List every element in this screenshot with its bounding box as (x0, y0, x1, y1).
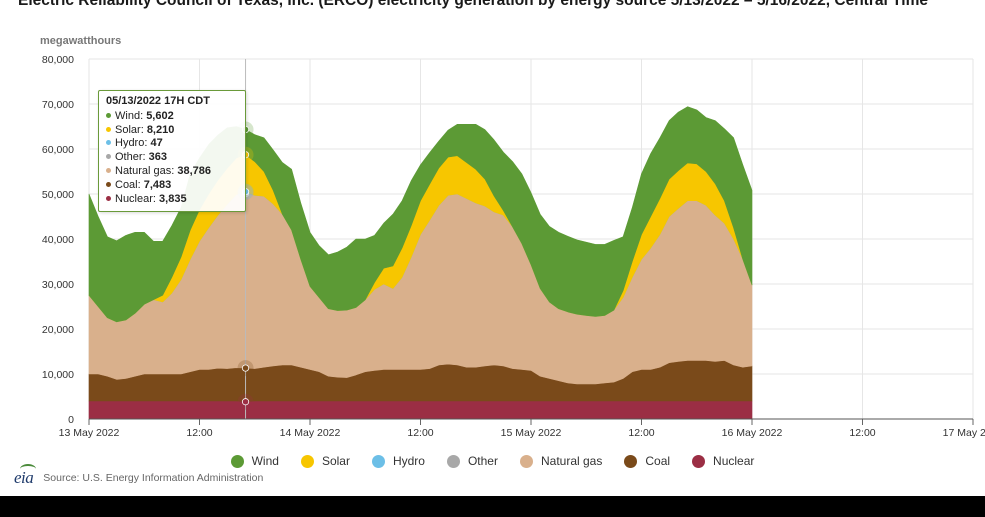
legend-item-solar[interactable]: Solar (300, 452, 350, 470)
tooltip-row-wind: Wind: 5,602 (106, 110, 238, 124)
tooltip-dot (106, 167, 111, 173)
tooltip-label: Hydro (115, 137, 145, 150)
legend-item-hydro[interactable]: Hydro (371, 452, 425, 470)
tooltip-value: 47 (150, 137, 163, 150)
tooltip-label: Nuclear (115, 192, 153, 205)
legend-label: Other (467, 454, 498, 468)
bottom-bar (0, 496, 985, 517)
tooltip-header: 05/13/2022 17H CDT (106, 95, 210, 107)
tooltip-value: 3,835 (159, 192, 187, 205)
tooltip-dot (106, 126, 111, 132)
tooltip-dot (106, 181, 111, 187)
tooltip-row-coal: Coal: 7,483 (106, 179, 238, 193)
legend-label: Coal (645, 454, 671, 468)
chart-tooltip: 05/13/2022 17H CDT Wind: 5,602 Solar: 8,2… (98, 90, 246, 213)
hover-marker-coal (241, 364, 250, 372)
x-tick-label: 12:00 (628, 427, 654, 439)
y-tick-label: 10,000 (42, 369, 74, 381)
legend-item-wind[interactable]: Wind (230, 452, 279, 470)
y-tick-label: 0 (68, 414, 74, 426)
tooltip-label: Solar (115, 123, 141, 136)
tooltip-row-solar: Solar: 8,210 (106, 124, 238, 138)
y-tick-label: 20,000 (42, 324, 74, 336)
legend-swatch (446, 454, 460, 468)
eia-logo[interactable]: eia (14, 464, 36, 488)
x-tick-label: 14 May 2022 (280, 427, 341, 439)
legend-label: Solar (321, 454, 350, 468)
x-tick-label: 12:00 (407, 427, 433, 439)
tooltip-value: 363 (148, 151, 167, 164)
y-tick-label: 60,000 (42, 144, 74, 156)
series-area-wind[interactable] (88, 106, 753, 323)
y-tick-label: 70,000 (42, 99, 74, 111)
legend-swatch (692, 454, 706, 468)
x-tick-label: 16 May 2022 (722, 427, 783, 439)
legend-swatch (519, 454, 533, 468)
tooltip-value: 8,210 (146, 123, 175, 136)
tooltip-label: Coal (115, 178, 138, 191)
tooltip-value: 5,602 (146, 109, 174, 122)
y-tick-label: 40,000 (42, 234, 74, 246)
tooltip-dot (106, 140, 111, 146)
legend-label: Nuclear (713, 454, 755, 468)
legend-item-other[interactable]: Other (446, 452, 498, 470)
legend-swatch (371, 454, 385, 468)
y-axis-unit-label: megawatthours (40, 35, 122, 47)
source-text: Source: U.S. Energy Information Administ… (43, 472, 264, 484)
tooltip-rows: Wind: 5,602 Solar: 8,210 Hydro: 47 Other: 3… (106, 110, 238, 207)
y-tick-label: 80,000 (42, 54, 74, 66)
tooltip-label: Other (115, 151, 143, 164)
axes: 0 10,000 20,000 30,000 40,000 50,000 60,000 70,… (42, 54, 985, 439)
x-tick-label: 12:00 (186, 427, 212, 439)
chart-title: Electric Reliability Council of Texas, I… (18, 0, 928, 9)
legend-label: Wind (251, 454, 279, 468)
legend-swatch (230, 454, 244, 468)
y-tick-label: 30,000 (42, 279, 74, 291)
x-tick-label: 13 May 2022 (59, 427, 120, 439)
chart-area[interactable]: 0 10,000 20,000 30,000 40,000 50,000 60,000 70,… (0, 0, 985, 450)
tooltip-value: 38,786 (177, 164, 212, 177)
hover-marker-nuclear (241, 398, 250, 406)
x-tick-label: 15 May 2022 (501, 427, 562, 439)
legend-item-natural-gas[interactable]: Natural gas (519, 452, 603, 470)
tooltip-row-natural-gas: Natural gas: 38,786 (106, 165, 238, 179)
legend-item-coal[interactable]: Coal (624, 452, 670, 470)
legend-label: Hydro (392, 454, 425, 468)
tooltip-label: Natural gas (115, 164, 172, 177)
legend-item-nuclear[interactable]: Nuclear (692, 452, 754, 470)
tooltip-row-hydro: Hydro: 47 (106, 137, 238, 151)
tooltip-row-other: Other: 363 (106, 151, 238, 165)
x-tick-label: 17 May 2022 (943, 427, 985, 439)
chart-legend: Wind Solar Hydro Other Natural gas Coal Nuclea… (0, 452, 985, 470)
x-tick-label: 12:00 (849, 427, 875, 439)
y-tick-label: 50,000 (42, 189, 74, 201)
tooltip-row-nuclear: Nuclear: 3,835 (106, 193, 238, 207)
series-areas[interactable] (88, 106, 753, 420)
tooltip-label: Wind (115, 109, 141, 122)
tooltip-dot (106, 112, 111, 118)
legend-swatch (624, 454, 638, 468)
tooltip-value: 7,483 (143, 178, 172, 191)
series-area-nuclear[interactable] (88, 400, 753, 420)
tooltip-dot (106, 154, 111, 160)
tooltip-dot (106, 195, 111, 201)
legend-label: Natural gas (540, 454, 603, 468)
source-footer: eia Source: U.S. Energy Information Admi… (14, 464, 264, 488)
legend-swatch (300, 454, 314, 468)
